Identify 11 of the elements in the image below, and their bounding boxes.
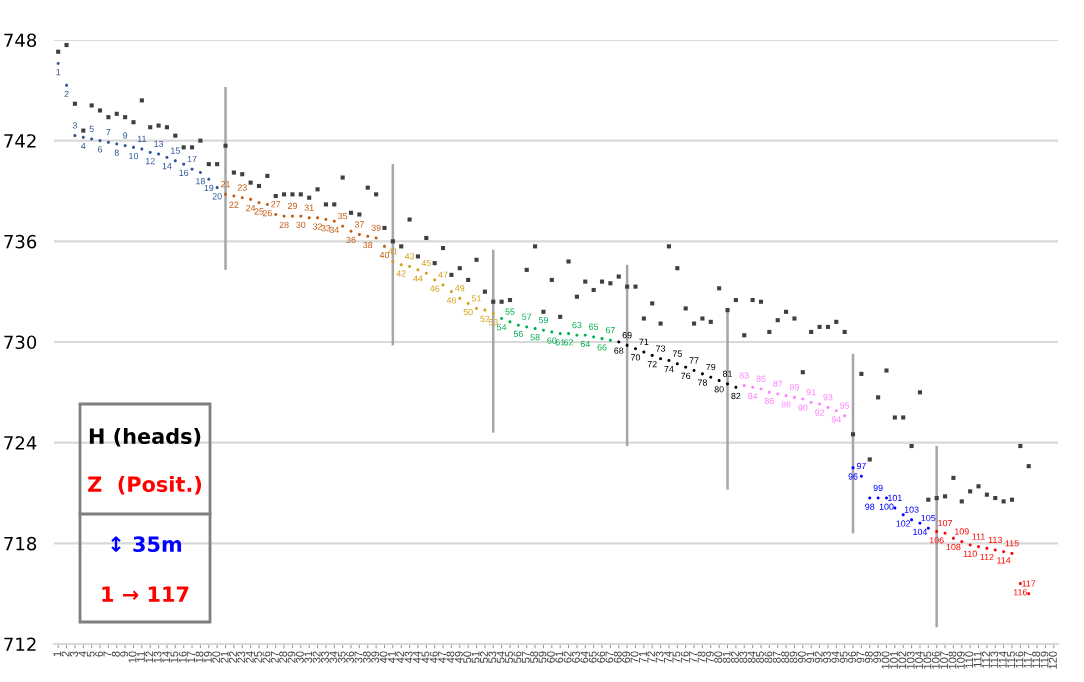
annotation: Z (Posit.) (88, 475, 202, 495)
y-tick-label: 736 (4, 234, 37, 249)
y-tick-label: 730 (4, 335, 37, 350)
y-tick-label: 712 (4, 637, 36, 651)
y-tick-label: 748 (4, 33, 37, 48)
y-tick-label: 724 (4, 436, 37, 450)
annotation: H (heads) (89, 427, 201, 447)
y-tick-label: 718 (4, 536, 37, 551)
annotation: ↕ 35m (111, 536, 182, 553)
y-tick-label: 742 (4, 134, 36, 148)
annotation: 1 → 117 (102, 586, 189, 602)
